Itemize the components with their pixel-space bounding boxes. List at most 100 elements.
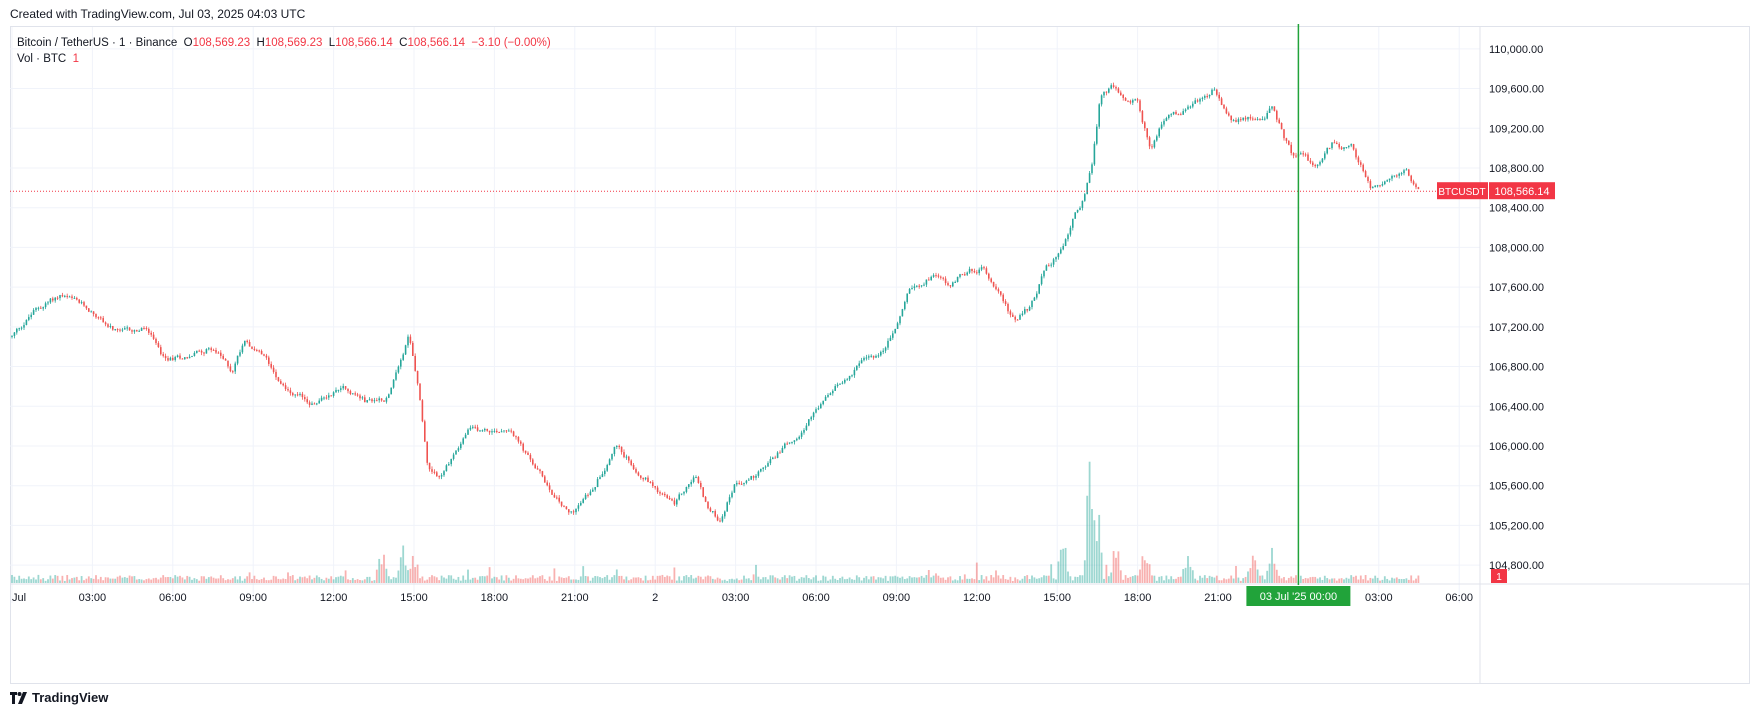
candle-body: [1240, 119, 1242, 121]
volume-bar: [107, 577, 109, 583]
candle-body: [424, 421, 426, 442]
volume-bar: [186, 575, 189, 583]
volume-bar: [404, 565, 407, 583]
candle-body: [1307, 154, 1309, 161]
volume-bar: [339, 575, 342, 583]
volume-bar: [356, 579, 359, 583]
candle-body: [1091, 164, 1093, 174]
candle-body: [1177, 114, 1180, 116]
candle-body: [462, 438, 464, 444]
volume-bar: [1083, 560, 1086, 583]
candle-body: [1412, 181, 1415, 185]
volume-bar: [75, 576, 78, 583]
symbol-name[interactable]: Bitcoin / TetherUS · 1 · Binance: [17, 37, 178, 49]
volume-bar: [159, 577, 162, 583]
candle-body: [102, 318, 104, 323]
candle-body: [491, 431, 493, 433]
volume-bar: [541, 575, 544, 583]
volume-bar: [179, 575, 181, 583]
volume-bar: [963, 574, 966, 583]
volume-bar: [649, 579, 652, 583]
volume-bar: [654, 579, 657, 583]
candle-body: [1280, 123, 1283, 130]
volume-bar: [433, 576, 436, 583]
candle-body: [95, 314, 97, 318]
candle-body: [769, 459, 772, 464]
candle-body: [827, 394, 829, 397]
candle-body: [272, 367, 275, 372]
volume-bar: [464, 579, 467, 583]
candle-body: [1144, 122, 1146, 129]
candle-body: [275, 371, 277, 378]
volume-bar: [853, 579, 856, 583]
volume-bar: [1381, 579, 1384, 583]
candle-body: [330, 395, 332, 397]
volume-bar: [299, 576, 301, 583]
volume-bar: [591, 577, 594, 583]
candle-body: [1072, 218, 1074, 228]
volume-bar: [85, 578, 88, 583]
volume-bar: [90, 578, 93, 583]
volume-bar: [275, 576, 277, 583]
volume-bar: [277, 578, 280, 583]
candle-body: [1362, 164, 1364, 172]
volume-bar: [150, 579, 153, 583]
candle-body: [1338, 144, 1340, 148]
volume-label[interactable]: Vol · BTC: [17, 53, 67, 65]
volume-bar: [1182, 569, 1185, 583]
volume-bar: [279, 579, 282, 583]
candle-body: [306, 399, 308, 403]
volume-bar: [1035, 578, 1038, 583]
volume-bar: [1369, 577, 1372, 583]
candle-body: [1141, 111, 1144, 123]
time-tick-label: 06:00: [802, 592, 830, 604]
volume-bar: [56, 575, 59, 583]
volume-bar: [380, 564, 383, 583]
volume-bar: [702, 579, 705, 583]
volume-bar: [872, 576, 875, 583]
volume-bar: [332, 579, 335, 583]
volume-bar: [1131, 576, 1134, 583]
candle-body: [1232, 120, 1235, 122]
low-label: L: [328, 37, 336, 49]
volume-bar: [443, 577, 445, 583]
candle-body: [863, 357, 865, 361]
volume-bar: [747, 578, 750, 583]
volume-bar: [680, 580, 683, 583]
volume-bar: [709, 576, 712, 583]
volume-bar: [882, 578, 885, 583]
time-tick-label: 03:00: [79, 592, 107, 604]
volume-bar: [140, 579, 143, 583]
volume-bar: [13, 576, 16, 583]
close-label: C: [399, 37, 408, 49]
volume-bar: [805, 575, 808, 583]
volume-bar: [1261, 575, 1264, 583]
volume-bar: [798, 578, 801, 583]
candle-body: [865, 357, 868, 359]
volume-bar: [522, 579, 525, 583]
volume-bar: [1225, 579, 1228, 583]
volume-bar: [510, 580, 513, 583]
chart-frame: [10, 26, 1750, 684]
volume-bar: [1405, 578, 1408, 583]
volume-bar: [260, 579, 263, 583]
volume-bar: [1206, 578, 1209, 583]
volume-bar: [191, 579, 193, 583]
volume-bar: [248, 572, 251, 583]
volume-bar: [145, 579, 148, 583]
volume-bar: [1352, 576, 1355, 583]
candle-body: [383, 400, 385, 402]
candle-body: [1124, 97, 1127, 101]
candle-body: [908, 288, 911, 294]
volume-bar: [351, 578, 354, 583]
volume-bar: [1239, 580, 1242, 583]
volume-bar: [330, 576, 333, 583]
crosshair-time-badge: [1246, 586, 1351, 606]
volume-bar: [1383, 576, 1386, 583]
volume-bar: [752, 574, 755, 583]
candle-body: [822, 400, 824, 405]
volume-bar: [1235, 565, 1237, 583]
volume-bar: [392, 577, 395, 583]
candle-body: [784, 443, 786, 449]
